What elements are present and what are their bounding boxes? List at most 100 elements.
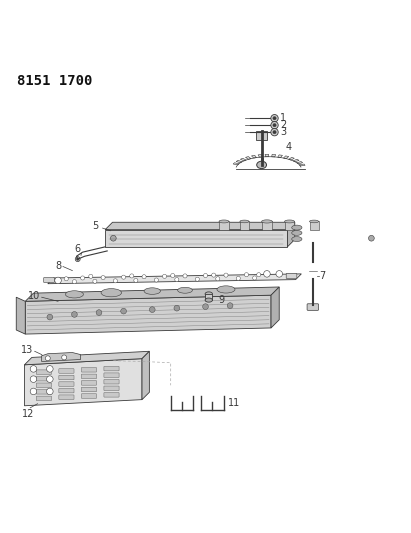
Circle shape xyxy=(245,273,249,277)
Circle shape xyxy=(122,275,126,279)
FancyBboxPatch shape xyxy=(59,395,74,399)
FancyBboxPatch shape xyxy=(36,383,51,387)
Circle shape xyxy=(111,236,116,241)
Ellipse shape xyxy=(257,161,266,168)
Circle shape xyxy=(175,278,179,281)
Circle shape xyxy=(64,277,68,281)
Text: 7: 7 xyxy=(319,271,326,280)
Circle shape xyxy=(72,280,76,284)
Ellipse shape xyxy=(292,230,302,236)
Text: 6: 6 xyxy=(74,244,81,254)
FancyBboxPatch shape xyxy=(81,394,97,398)
FancyBboxPatch shape xyxy=(307,304,319,310)
Polygon shape xyxy=(293,159,299,162)
FancyBboxPatch shape xyxy=(36,390,51,394)
Circle shape xyxy=(212,273,216,277)
Polygon shape xyxy=(299,164,305,166)
Circle shape xyxy=(134,278,138,282)
FancyBboxPatch shape xyxy=(59,389,74,393)
Ellipse shape xyxy=(178,287,192,293)
Circle shape xyxy=(183,274,187,278)
Circle shape xyxy=(224,273,228,277)
FancyBboxPatch shape xyxy=(104,366,119,371)
FancyBboxPatch shape xyxy=(104,373,119,377)
Circle shape xyxy=(62,355,67,360)
FancyBboxPatch shape xyxy=(36,370,51,374)
Circle shape xyxy=(121,308,127,314)
FancyBboxPatch shape xyxy=(219,221,229,230)
Polygon shape xyxy=(236,160,242,163)
Text: 5: 5 xyxy=(92,221,98,231)
Ellipse shape xyxy=(101,288,122,297)
Ellipse shape xyxy=(205,298,212,302)
Circle shape xyxy=(93,279,97,284)
Polygon shape xyxy=(25,295,271,334)
Circle shape xyxy=(171,273,175,278)
Circle shape xyxy=(47,314,53,320)
Circle shape xyxy=(76,258,79,260)
FancyBboxPatch shape xyxy=(81,374,97,378)
Circle shape xyxy=(55,277,61,284)
Polygon shape xyxy=(105,222,295,230)
FancyBboxPatch shape xyxy=(205,294,212,300)
Circle shape xyxy=(30,366,37,372)
Circle shape xyxy=(113,279,118,283)
Ellipse shape xyxy=(219,220,229,223)
FancyBboxPatch shape xyxy=(81,368,97,372)
Text: 2: 2 xyxy=(280,120,286,130)
Polygon shape xyxy=(24,351,149,365)
Polygon shape xyxy=(245,157,251,159)
Polygon shape xyxy=(233,163,239,165)
Circle shape xyxy=(101,276,105,280)
Polygon shape xyxy=(105,230,287,247)
Circle shape xyxy=(45,356,50,361)
FancyBboxPatch shape xyxy=(59,369,74,373)
Text: 4: 4 xyxy=(285,142,291,152)
Circle shape xyxy=(369,236,374,241)
Polygon shape xyxy=(284,156,289,159)
Polygon shape xyxy=(272,155,276,157)
FancyBboxPatch shape xyxy=(104,393,119,397)
FancyBboxPatch shape xyxy=(286,273,297,278)
Circle shape xyxy=(271,115,278,122)
FancyBboxPatch shape xyxy=(284,221,294,230)
Ellipse shape xyxy=(205,292,212,296)
FancyBboxPatch shape xyxy=(81,387,97,392)
Circle shape xyxy=(271,122,278,129)
Ellipse shape xyxy=(240,220,249,223)
Text: 10: 10 xyxy=(28,291,40,301)
Polygon shape xyxy=(252,155,256,158)
Circle shape xyxy=(149,307,155,312)
Text: 8151 1700: 8151 1700 xyxy=(17,74,92,88)
Text: 12: 12 xyxy=(22,409,35,419)
Text: 3: 3 xyxy=(280,127,286,137)
Ellipse shape xyxy=(217,286,235,293)
FancyBboxPatch shape xyxy=(309,221,319,230)
Ellipse shape xyxy=(65,290,83,298)
Polygon shape xyxy=(142,351,149,400)
Circle shape xyxy=(273,131,276,134)
FancyBboxPatch shape xyxy=(104,386,119,391)
Polygon shape xyxy=(287,222,295,247)
Polygon shape xyxy=(42,352,81,361)
Circle shape xyxy=(273,117,276,120)
Circle shape xyxy=(253,276,257,280)
Circle shape xyxy=(72,312,77,317)
Circle shape xyxy=(46,366,53,372)
Circle shape xyxy=(81,276,85,280)
Circle shape xyxy=(130,274,134,278)
Ellipse shape xyxy=(284,220,294,223)
FancyBboxPatch shape xyxy=(256,131,267,140)
Polygon shape xyxy=(25,287,279,301)
Circle shape xyxy=(203,304,208,310)
Circle shape xyxy=(30,388,37,395)
Polygon shape xyxy=(297,161,302,164)
FancyBboxPatch shape xyxy=(36,376,51,381)
FancyBboxPatch shape xyxy=(81,381,97,385)
Polygon shape xyxy=(289,157,294,160)
Circle shape xyxy=(46,376,53,382)
Polygon shape xyxy=(271,287,279,328)
Circle shape xyxy=(89,274,93,278)
FancyBboxPatch shape xyxy=(44,278,54,282)
FancyBboxPatch shape xyxy=(240,221,249,230)
